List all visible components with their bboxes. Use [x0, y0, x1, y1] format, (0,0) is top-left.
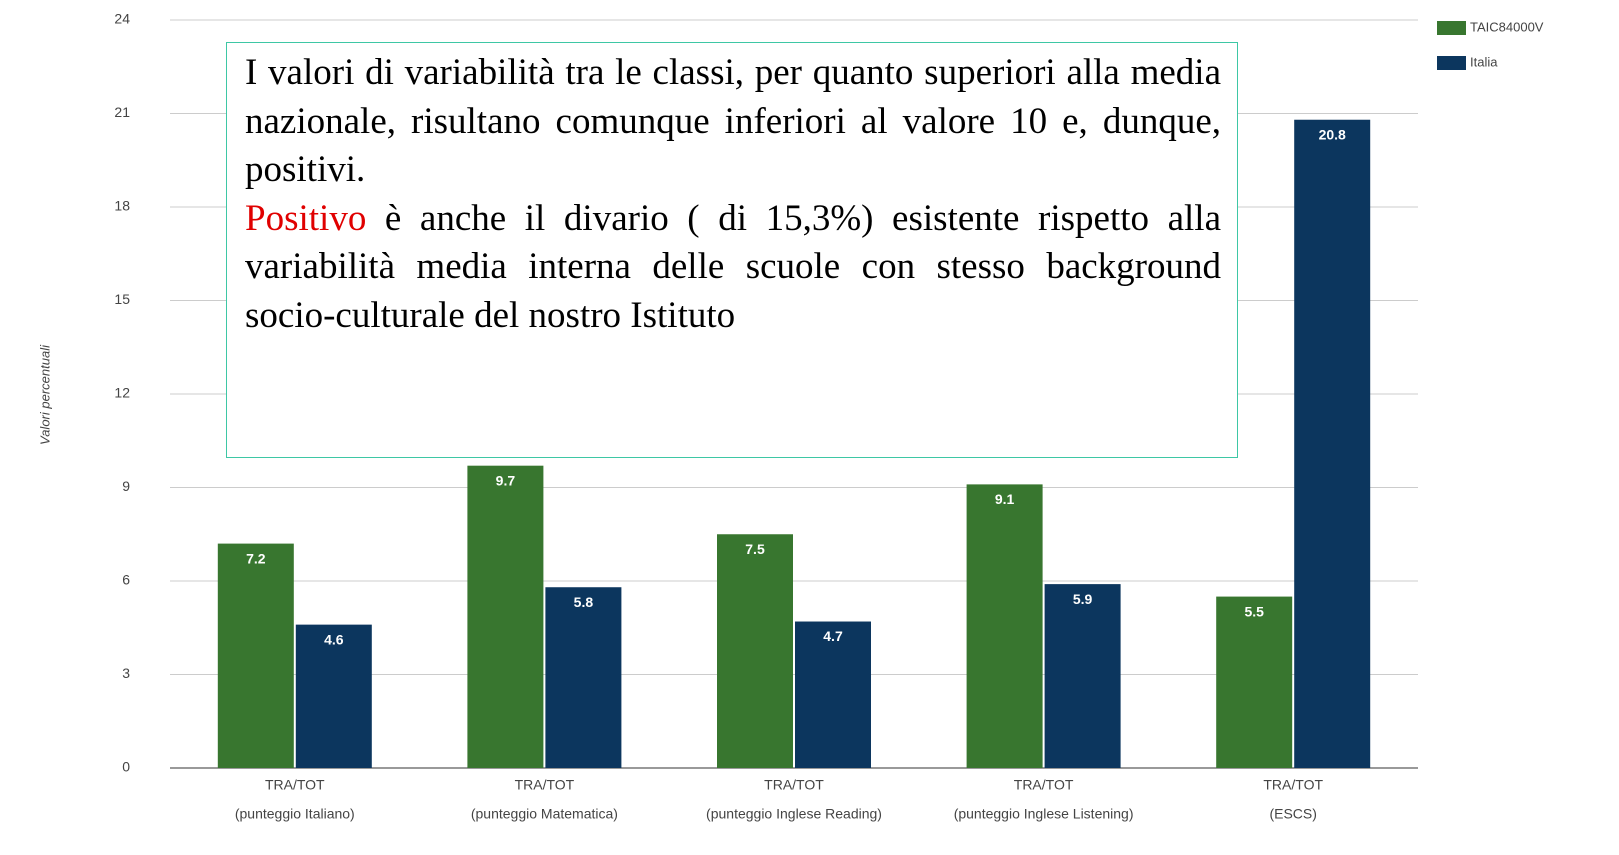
y-tick-label: 21 — [114, 104, 130, 120]
legend-swatch — [1437, 21, 1466, 35]
y-tick-label: 9 — [122, 478, 130, 494]
y-tick-label: 24 — [114, 11, 130, 27]
data-label: 4.7 — [823, 628, 843, 644]
x-tick-label: TRA/TOT — [1263, 777, 1323, 793]
legend-label: Italia — [1470, 54, 1498, 69]
bar — [1294, 119, 1371, 768]
bar — [1044, 584, 1121, 768]
x-tick-label: TRA/TOT — [1014, 777, 1074, 793]
bar — [966, 484, 1043, 768]
annotation: I valori di variabilità tra le classi, p… — [226, 42, 1238, 458]
data-label: 7.2 — [246, 550, 266, 566]
legend-label: TAIC84000V — [1470, 19, 1544, 34]
x-tick-label: (punteggio Inglese Reading) — [706, 806, 882, 822]
bar — [717, 534, 793, 768]
bar — [467, 465, 544, 768]
annotation-text: I valori di variabilità tra le classi, p… — [245, 52, 1221, 190]
bar — [217, 543, 294, 768]
y-tick-label: 12 — [114, 385, 130, 401]
data-label: 9.7 — [496, 472, 516, 488]
y-tick-label: 0 — [122, 759, 130, 775]
y-tick-label: 15 — [114, 291, 130, 307]
data-label: 5.8 — [574, 594, 594, 610]
annotation-text: è anche il divario ( di 15,3%) esistente… — [245, 197, 1222, 336]
x-tick-label: (ESCS) — [1269, 806, 1316, 822]
x-tick-label: TRA/TOT — [515, 777, 575, 793]
x-tick-label: (punteggio Matematica) — [471, 806, 618, 822]
data-label: 7.5 — [745, 541, 765, 557]
data-label: 9.1 — [995, 491, 1015, 507]
data-label: 20.8 — [1319, 126, 1346, 142]
y-tick-label: 18 — [114, 198, 130, 214]
x-tick-label: TRA/TOT — [764, 777, 824, 793]
x-tick-label: TRA/TOT — [265, 777, 325, 793]
data-label: 5.5 — [1244, 603, 1264, 619]
y-tick-label: 3 — [122, 665, 130, 681]
legend-swatch — [1437, 56, 1466, 70]
y-tick-label: 6 — [122, 572, 130, 588]
x-tick-label: (punteggio Inglese Listening) — [954, 806, 1134, 822]
x-tick-label: (punteggio Italiano) — [235, 806, 355, 822]
bar — [295, 624, 372, 768]
annotation-highlight: Positivo — [245, 197, 367, 239]
bar — [795, 621, 871, 768]
bar — [545, 587, 622, 768]
data-label: 4.6 — [324, 631, 344, 647]
y-axis-label: Valori percentuali — [37, 344, 52, 445]
bar — [1216, 596, 1293, 768]
data-label: 5.9 — [1073, 591, 1093, 607]
